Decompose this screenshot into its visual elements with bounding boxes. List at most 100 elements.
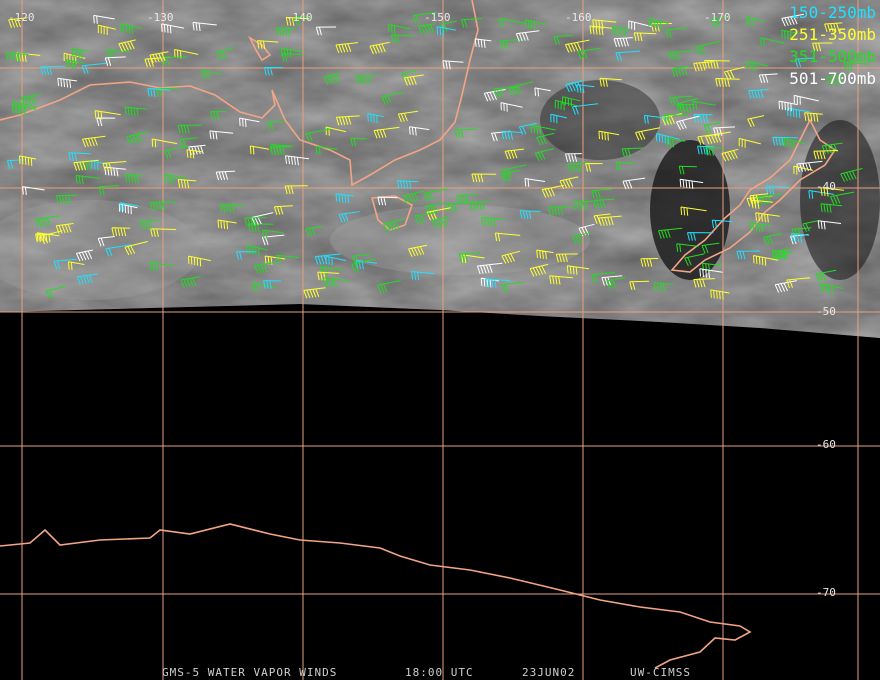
wind-barb [155,87,180,97]
barb-stroke [201,69,222,80]
barb-stroke [494,232,521,242]
barb-stroke [519,210,541,220]
wind-barb [161,23,185,34]
wind-barb [118,203,138,215]
barb-stroke [501,130,523,140]
wind-barb [350,137,368,147]
wind-barb [711,219,733,229]
wind-barb [303,287,326,299]
barb-stroke [499,39,524,49]
barb-stroke [94,110,121,120]
wind-barb [264,255,286,265]
barb-stroke [215,170,236,181]
wind-barb [684,253,705,267]
barb-stroke [565,80,584,93]
wind-barb [102,161,127,172]
barb-stroke [106,49,131,59]
barb-stroke [426,207,451,221]
wind-barb [541,184,564,198]
wind-barb [534,87,551,97]
barb-stroke [284,185,308,195]
wind-barb [254,262,275,274]
barb-stroke [573,200,593,210]
wind-barb [817,220,842,230]
barb-stroke [53,258,77,270]
wind-barb [149,51,169,64]
wind-barb [713,126,736,137]
wind-barb [216,47,236,61]
barb-stroke [713,126,736,137]
wind-barb [281,53,304,62]
wind-barb [81,62,107,74]
wind-barb [388,23,411,34]
wind-barb [460,18,483,28]
barb-stroke [765,185,789,195]
barb-stroke [679,178,704,189]
wind-barb [612,26,630,37]
wind-barb [323,72,341,85]
wind-barb [381,91,405,105]
barb-stroke [613,37,633,47]
wind-barb [572,103,599,115]
wind-barb [567,162,591,173]
barb-stroke [93,14,115,24]
barb-stroke [139,219,159,230]
wind-barb [244,217,267,227]
wind-barb [500,102,523,112]
wind-barb [562,96,581,107]
barb-stroke [351,258,376,273]
wind-barb [275,27,296,37]
barb-stroke [12,100,38,113]
wind-barb [442,60,464,70]
wind-barb [573,200,593,210]
wind-barb [559,176,579,189]
barb-stroke [548,206,572,216]
barb-stroke [303,287,326,299]
wind-barb [6,51,29,62]
lat-label: -40 [816,180,836,193]
barb-stroke [377,280,401,294]
wind-barb [149,261,174,272]
barb-stroke [124,241,148,256]
wind-barb [424,202,444,215]
wind-barb [697,145,714,155]
wind-barb [97,236,115,247]
wind-barb [414,212,437,225]
barb-stroke [6,159,25,169]
barb-stroke [666,138,686,148]
barb-stroke [149,261,174,272]
latitude-labels: -40 -50 -60 -70 [816,180,836,599]
wind-barb [352,253,371,265]
barb-stroke [566,265,590,275]
wind-barb [598,130,620,141]
wind-barb [396,180,419,190]
barb-stroke [151,138,178,148]
barb-stroke [628,20,652,31]
barb-stroke [817,220,842,230]
barb-stroke [693,114,713,123]
barb-stroke [315,145,338,155]
wind-barb [753,255,779,266]
barb-stroke [149,51,169,64]
barb-stroke [635,127,660,141]
barb-stroke [677,97,699,112]
wind-barb [236,251,257,260]
barb-stroke [748,89,769,99]
wind-barb [781,137,806,149]
wind-barb [91,160,109,170]
barb-stroke [68,152,91,162]
barb-stroke [315,26,337,36]
barb-stroke [524,19,547,30]
barb-stroke [412,11,437,24]
barb-stroke [518,122,537,135]
barb-stroke [640,258,659,267]
wind-barb [508,81,534,96]
barb-stroke [335,42,359,54]
lat-label: -50 [816,305,836,318]
wind-barb [524,19,547,30]
wind-barb [820,187,844,197]
barb-stroke [177,124,202,134]
barb-stroke [388,23,411,34]
wind-barb [139,219,159,230]
barb-stroke [68,261,85,271]
